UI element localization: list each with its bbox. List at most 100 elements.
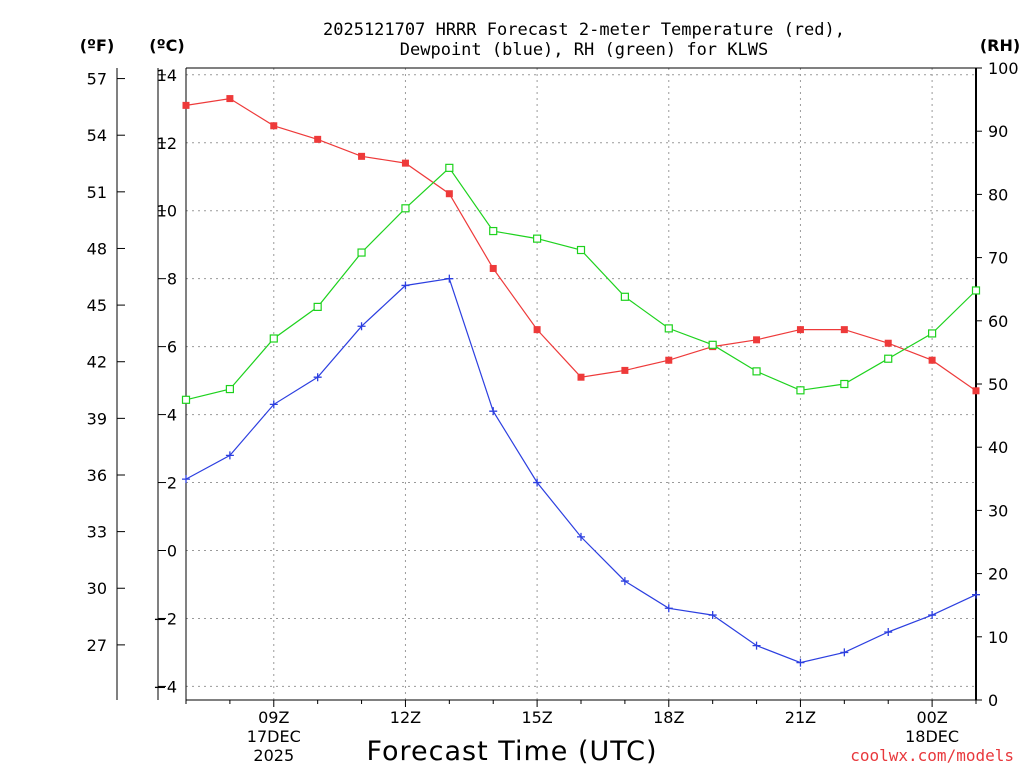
rh-point <box>225 384 234 394</box>
dewpoint-point <box>182 475 190 484</box>
rh-line <box>185 166 977 401</box>
temperature-point <box>884 339 892 347</box>
rh-point <box>840 379 849 389</box>
fahrenheit-tick-label: 36 <box>87 466 107 485</box>
celsius-tick-label: −2 <box>153 609 177 628</box>
chart-title-line1: 2025121707 HRRR Forecast 2-meter Tempera… <box>323 20 845 40</box>
celsius-tick-label: 8 <box>167 270 177 289</box>
rh-point <box>357 248 366 257</box>
celsius-tick-label: 12 <box>157 134 177 153</box>
dewpoint-point <box>489 407 498 416</box>
temperature-point <box>928 356 936 364</box>
axes: 14121086420−2−45754514845423936333027100… <box>87 59 1019 765</box>
dewpoint-point <box>884 628 893 637</box>
credit-text: coolwx.com/models <box>850 746 1014 765</box>
celsius-tick-label: −4 <box>153 677 177 696</box>
dewpoint-point <box>533 478 542 487</box>
temperature-point <box>796 326 804 334</box>
temperature-point <box>577 373 585 381</box>
celsius-unit-label: (ºC) <box>149 36 184 55</box>
dewpoint-point <box>664 604 673 613</box>
temperature-point <box>621 366 629 374</box>
grid-lines <box>186 68 976 700</box>
celsius-tick-label: 4 <box>167 406 177 425</box>
data-series <box>181 95 981 667</box>
rh-tick-label: 50 <box>988 375 1008 394</box>
x-axis-title: Forecast Time (UTC) <box>366 736 657 767</box>
x-year-label: 2025 <box>253 746 294 765</box>
temperature-point <box>358 152 366 160</box>
rh-point <box>971 286 981 295</box>
dewpoint-point <box>972 590 980 599</box>
temperature-point <box>533 326 541 334</box>
temperature-point <box>226 95 234 103</box>
dewpoint-point <box>357 322 366 331</box>
dewpoint-line <box>185 278 977 664</box>
dewpoint-point <box>401 281 410 290</box>
dewpoint-point <box>445 274 454 283</box>
rh-unit-label: (RH) <box>980 36 1020 55</box>
dewpoint-point <box>269 400 278 409</box>
rh-tick-label: 20 <box>988 565 1008 584</box>
dewpoint-point <box>313 373 322 382</box>
dewpoint-point <box>577 532 585 541</box>
rh-tick-label: 60 <box>988 312 1008 331</box>
x-tick-label: 09Z <box>258 708 289 727</box>
temperature-point <box>445 190 453 198</box>
rh-point <box>796 386 805 395</box>
rh-tick-label: 40 <box>988 438 1008 457</box>
fahrenheit-tick-label: 27 <box>87 636 107 655</box>
rh-tick-label: 10 <box>988 628 1008 647</box>
fahrenheit-unit-label: (ºF) <box>80 36 115 55</box>
fahrenheit-tick-label: 45 <box>87 296 107 315</box>
dewpoint-point <box>928 611 937 620</box>
x-date-label: 17DEC <box>247 727 301 746</box>
fahrenheit-tick-label: 48 <box>87 239 107 258</box>
x-tick-label: 21Z <box>785 708 816 727</box>
rh-point <box>489 226 498 236</box>
temperature-point <box>401 159 409 167</box>
temperature-point <box>665 356 673 364</box>
temperature-point <box>270 122 278 130</box>
fahrenheit-tick-label: 30 <box>87 579 107 598</box>
x-date-label: 18DEC <box>905 727 959 746</box>
rh-point <box>313 302 322 311</box>
x-tick-label: 12Z <box>390 708 421 727</box>
rh-point <box>445 163 454 172</box>
rh-point <box>928 329 937 338</box>
fahrenheit-tick-label: 54 <box>87 126 107 145</box>
rh-point <box>401 204 410 213</box>
x-tick-label: 18Z <box>653 708 684 727</box>
fahrenheit-tick-label: 42 <box>87 353 107 372</box>
rh-point <box>269 334 278 343</box>
temperature-point <box>314 135 322 143</box>
rh-tick-label: 90 <box>988 122 1008 141</box>
dewpoint-point <box>708 611 717 620</box>
celsius-tick-label: 0 <box>167 541 177 560</box>
rh-point <box>620 292 629 301</box>
temperature-line <box>185 97 977 392</box>
rh-tick-label: 70 <box>988 249 1008 268</box>
rh-point <box>884 354 893 363</box>
rh-point <box>752 367 761 376</box>
temperature-point <box>489 264 497 272</box>
dewpoint-point <box>752 641 761 650</box>
temperature-point <box>840 326 848 334</box>
rh-point <box>576 245 586 255</box>
celsius-tick-label: 6 <box>167 338 177 357</box>
plot-frame <box>185 67 977 701</box>
rh-point <box>664 324 673 333</box>
temperature-point <box>182 101 190 109</box>
celsius-tick-label: 14 <box>157 66 177 85</box>
fahrenheit-tick-label: 33 <box>87 523 107 542</box>
dewpoint-point <box>840 648 849 657</box>
rh-point <box>708 340 717 349</box>
chart-title-line2: Dewpoint (blue), RH (green) for KLWS <box>400 40 768 60</box>
dewpoint-point <box>620 577 629 586</box>
temperature-point <box>753 336 761 344</box>
fahrenheit-tick-label: 51 <box>87 183 107 202</box>
celsius-tick-label: 2 <box>167 474 177 493</box>
fahrenheit-tick-label: 57 <box>87 70 107 89</box>
rh-tick-label: 80 <box>988 185 1008 204</box>
